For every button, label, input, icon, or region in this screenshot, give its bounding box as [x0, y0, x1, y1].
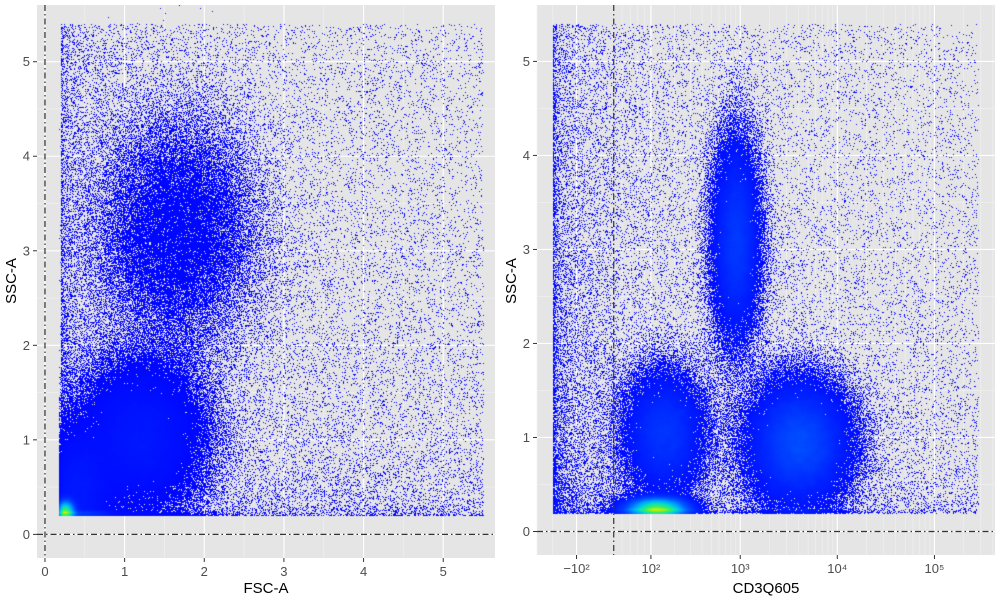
- y-tick-label: 1: [523, 430, 530, 445]
- y-axis-title: SSC-A: [503, 258, 520, 304]
- density-scatter-points: [537, 5, 995, 555]
- y-tick-label: 0: [23, 527, 30, 542]
- x-tick-label: 10²: [642, 561, 661, 576]
- y-tick-label: 3: [523, 242, 530, 257]
- x-tick-label: 3: [280, 564, 287, 579]
- y-tick-label: 1: [23, 432, 30, 447]
- x-tick-label: 5: [440, 564, 447, 579]
- y-tick-label: 2: [523, 336, 530, 351]
- y-tick-label: 4: [523, 148, 530, 163]
- x-axis-title: CD3Q605: [733, 580, 800, 597]
- y-tick-label: 5: [523, 54, 530, 69]
- x-tick-label: 10³: [731, 561, 750, 576]
- x-tick-label: −10²: [563, 561, 590, 576]
- y-tick-label: 5: [23, 54, 30, 69]
- x-tick-label: 1: [121, 564, 128, 579]
- y-axis-title: SSC-A: [3, 258, 20, 304]
- y-axis-ticks: 0 1 2 3 4 5: [23, 54, 37, 542]
- y-axis-ticks: 0 1 2 3 4 5: [523, 54, 537, 539]
- x-tick-label: 2: [201, 564, 208, 579]
- reference-lines: [537, 5, 995, 555]
- x-axis-title: FSC-A: [244, 580, 289, 597]
- y-tick-label: 0: [523, 524, 530, 539]
- reference-lines: [37, 5, 495, 558]
- x-tick-label: 10⁴: [827, 561, 847, 576]
- x-tick-label: 10⁵: [925, 561, 945, 576]
- cd3-ssc-panel: 0 1 2 3 4 5 −10² 10² 10³ 10⁴ 10⁵ CD3Q605 SSC-A: [503, 5, 995, 597]
- x-tick-label: 4: [360, 564, 367, 579]
- density-scatter-points: [37, 5, 495, 558]
- y-tick-label: 3: [23, 243, 30, 258]
- y-tick-label: 2: [23, 338, 30, 353]
- fsc-ssc-panel: 0 1 2 3 4 5 0 1 2 3 4 5 FSC-A SSC-A: [3, 5, 495, 597]
- y-tick-label: 4: [23, 149, 30, 164]
- x-axis-ticks: −10² 10² 10³ 10⁴ 10⁵: [563, 555, 944, 576]
- x-axis-ticks: 0 1 2 3 4 5: [41, 558, 447, 579]
- x-tick-label: 0: [41, 564, 48, 579]
